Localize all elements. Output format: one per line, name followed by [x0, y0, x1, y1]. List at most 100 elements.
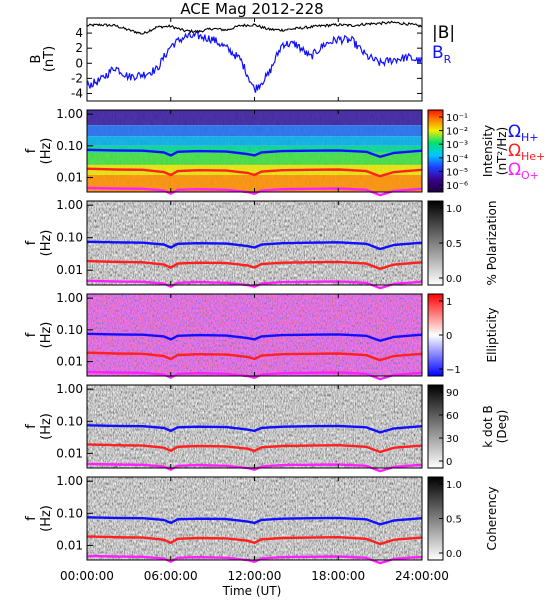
f-ylabel: f	[24, 516, 39, 521]
legend-omega-sub: H+	[521, 131, 539, 144]
hz-ylabel: (Hz)	[39, 413, 54, 440]
gyro-line-o-plus	[86, 279, 423, 290]
b-field-y-ticks: 420-2-4	[71, 18, 423, 101]
colorbar-tick-label: 10⁻³	[446, 140, 468, 151]
gyro-line-h-plus	[86, 516, 423, 526]
f-ytick-label: 0.10	[56, 139, 83, 153]
panel-intensity: 1.00 0.10 0.01 f (Hz) 10⁻¹ 10⁻² 10⁻³ 10⁻⁴ 10⁻⁵ 10⁻…	[24, 107, 509, 197]
colorbar-tick-label: 30	[446, 434, 459, 445]
f-ytick-label: 1.00	[56, 107, 83, 121]
b-ytick-label: 0	[75, 56, 83, 70]
legend-omega-symbol: Ω	[508, 160, 521, 180]
b-field-series	[86, 20, 423, 93]
b-field-ylabel-top: B	[29, 55, 44, 64]
series-b-total-line	[86, 20, 423, 35]
colorbar-label-bottom: (nT²/Hz)	[495, 127, 509, 175]
gyro-line-h-plus	[86, 148, 423, 159]
legend-b-total: |B|	[432, 23, 455, 43]
f-ytick-label: 0.10	[56, 414, 83, 428]
colorbar-label-bottom: (Deg)	[495, 410, 509, 444]
colorbar-tick-label: 0	[446, 457, 452, 468]
legend-omega-0: ΩH+	[508, 122, 539, 144]
colorbar-tick-label: 0.5	[446, 515, 462, 526]
x-axis-label: Time (UT)	[222, 584, 282, 598]
colorbar-k-dot-b	[427, 384, 444, 469]
colorbar-intensity	[427, 109, 444, 193]
hz-ylabel: (Hz)	[39, 505, 54, 532]
panel-k-dot-b: 1.00 0.10 0.01 f (Hz) 90 60 30 0 k dot B (Deg)	[24, 382, 509, 473]
f-ytick-label: 1.00	[56, 382, 83, 396]
gyro-line-he-plus	[86, 535, 423, 546]
frequency-legend: ΩH+ΩHe+ΩO+	[508, 122, 545, 182]
colorbar-tick-label: 10⁻⁵	[446, 167, 468, 178]
colorbar-tick-label: 0.5	[446, 239, 462, 250]
gyro-line-h-plus	[86, 424, 423, 434]
f-ytick-label: 1.00	[56, 474, 83, 488]
colorbar-tick-label: 10⁻¹	[446, 113, 468, 124]
gyro-line-he-plus	[86, 443, 423, 454]
x-axis: 00:00:00 06:00:00 12:00:00 18:00:00 24:00:00	[60, 569, 449, 583]
colorbar-tick-label: −1	[446, 365, 461, 376]
f-ylabel: f	[24, 332, 39, 337]
f-ylabel: f	[24, 424, 39, 429]
colorbar-tick-label: 0	[446, 331, 452, 342]
f-ytick-label: 0.01	[56, 538, 83, 552]
b-ytick-label: 2	[75, 41, 83, 55]
b-field-ylabel-bottom: (nT)	[42, 46, 57, 72]
colorbar-tick-label: 0.0	[446, 549, 462, 560]
colorbar-tick-label: 90	[446, 388, 459, 399]
colorbar-label: % Polarization	[485, 201, 499, 286]
f-ytick-label: 1.00	[56, 198, 83, 212]
gyro-line-he-plus	[86, 259, 423, 271]
legend-b-r-sub: R	[444, 53, 452, 66]
b-ytick-label: -2	[71, 71, 83, 85]
f-ytick-label: 0.10	[56, 506, 83, 520]
panel-polarization: 1.00 0.10 0.01 f (Hz) 1.0 0.5 0.0 % Polarization	[24, 198, 499, 290]
colorbar-tick-label: 1	[446, 297, 452, 308]
hz-ylabel: (Hz)	[39, 138, 54, 165]
b-ytick-label: -4	[71, 86, 83, 100]
legend-omega-1: ΩHe+	[508, 141, 545, 163]
legend-omega-symbol: Ω	[508, 122, 521, 142]
f-ytick-label: 0.10	[56, 231, 83, 245]
legend-omega-2: ΩO+	[508, 160, 539, 182]
gyro-line-o-plus	[86, 462, 423, 473]
f-ytick-label: 0.01	[56, 355, 83, 369]
colorbar-tick-label: 1.0	[446, 480, 462, 491]
panel-coherency: 1.00 0.10 0.01 f (Hz) 1.0 0.5 0.0 Coherency	[24, 474, 499, 565]
colorbar-label: Coherency	[485, 486, 499, 550]
gyro-line-he-plus	[86, 167, 423, 178]
hz-ylabel: (Hz)	[39, 322, 54, 349]
colorbar-tick-label: 1.0	[446, 204, 462, 215]
gyro-line-o-plus	[86, 370, 423, 381]
legend-omega-symbol: Ω	[508, 141, 521, 161]
colorbar-tick-label: 10⁻²	[446, 127, 468, 138]
colorbar-label-top: k dot B	[481, 405, 495, 447]
colorbar-label-top: Intensity	[481, 125, 495, 177]
colorbar-tick-label: 10⁻⁶	[446, 181, 468, 192]
spectrogram-panels: 1.000.100.01f (Hz)10⁻¹10⁻²10⁻³10⁻⁴10⁻⁵10⁻…	[24, 107, 509, 565]
f-ytick-label: 0.10	[56, 323, 83, 337]
f-ytick-label: 0.01	[56, 446, 83, 460]
x-tick-label: 24:00:00	[395, 569, 449, 583]
x-tick-label: 18:00:00	[311, 569, 365, 583]
x-tick-label: 00:00:00	[60, 569, 114, 583]
gyro-line-h-plus	[86, 332, 423, 343]
legend-omega-sub: He+	[521, 150, 545, 163]
hz-ylabel: (Hz)	[39, 230, 54, 257]
f-ytick-label: 0.01	[56, 171, 83, 185]
b-field-panel: 420-2-4 B (nT) |B| BR	[29, 17, 455, 102]
colorbar-tick-label: 0.0	[446, 274, 462, 285]
gyro-line-o-plus	[86, 554, 423, 565]
legend-b-r: BR	[432, 43, 452, 66]
legend-omega-sub: O+	[521, 169, 539, 182]
b-ytick-label: 4	[75, 26, 83, 40]
colorbar-tick-label: 60	[446, 411, 459, 422]
gyro-line-h-plus	[86, 240, 423, 251]
colorbar-label: Ellipticity	[485, 308, 499, 363]
series-b-r-line	[86, 31, 423, 93]
f-ylabel: f	[24, 240, 39, 245]
panel-ellipticity: 1.00 0.10 0.01 f (Hz) 1 0 −1 Ellipticity	[24, 291, 499, 381]
chart-title: ACE Mag 2012-228	[180, 0, 323, 18]
